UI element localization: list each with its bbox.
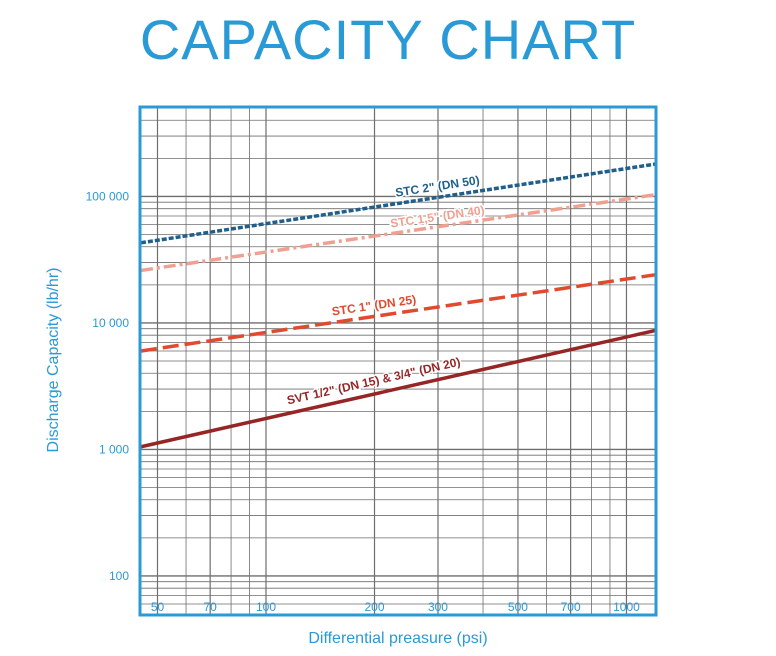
- series-lines: [140, 162, 656, 449]
- grid-major: [141, 108, 655, 614]
- y-tick-label: 10 000: [92, 316, 129, 330]
- x-tick-label: 100: [256, 600, 276, 614]
- x-axis-label: Differential preasure (psi): [308, 630, 487, 647]
- x-tick-labels: 50 70 100 200 300 500 700 1000: [151, 600, 640, 614]
- chart-title: CAPACITY CHART: [139, 8, 637, 71]
- x-tick-label: 500: [508, 600, 528, 614]
- series-label: STC 2" (DN 50): [394, 173, 480, 200]
- series-line: [140, 162, 656, 245]
- y-tick-label: 1 000: [99, 442, 129, 456]
- x-tick-label: 50: [151, 600, 165, 614]
- x-tick-label: 700: [561, 600, 581, 614]
- y-tick-label: 100: [109, 569, 129, 583]
- series-line: [140, 193, 656, 273]
- x-tick-label: 300: [428, 600, 448, 614]
- x-tick-label: 1000: [613, 600, 640, 614]
- y-axis-label: Discharge Capacity (lb/hr): [45, 268, 62, 453]
- x-tick-label: 200: [364, 600, 384, 614]
- series-labels: STC 2" (DN 50)STC 1,5" (DN 40)STC 1" (DN…: [284, 172, 487, 409]
- grid-minor: [141, 107, 655, 615]
- y-tick-label: 100 000: [86, 189, 130, 203]
- series-line: [140, 328, 656, 449]
- plot-frame: [138, 105, 658, 617]
- x-tick-label: 70: [203, 600, 217, 614]
- series-line: [140, 273, 656, 353]
- y-tick-labels: 100 1 000 10 000 100 000: [86, 189, 130, 582]
